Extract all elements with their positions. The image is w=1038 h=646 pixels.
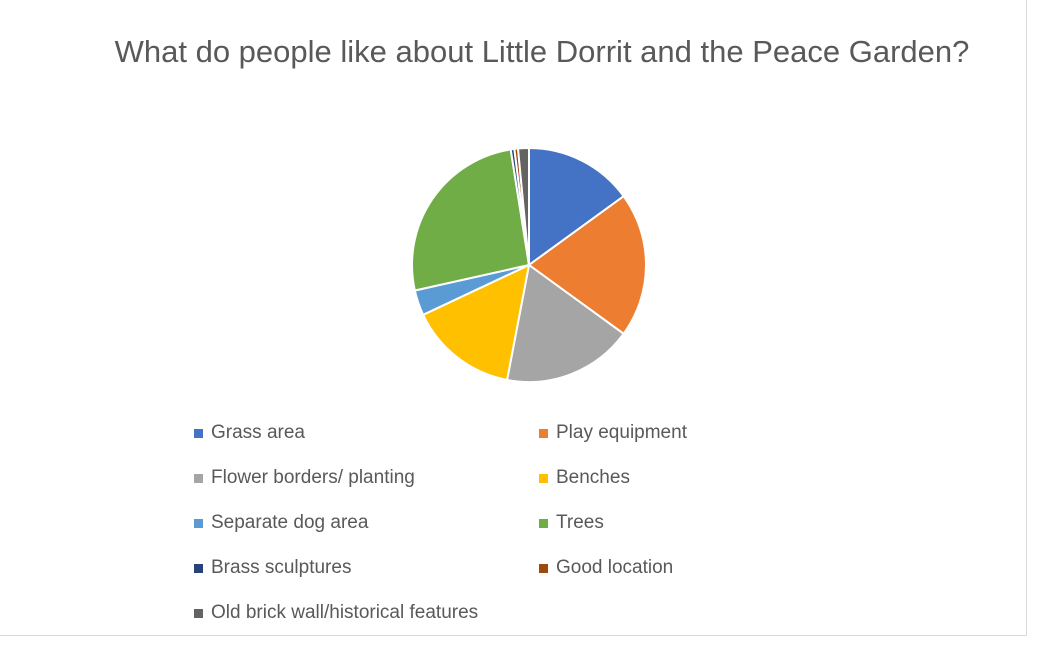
legend-swatch [194, 608, 203, 618]
legend-swatch [539, 473, 548, 483]
legend-label: Good location [556, 557, 674, 578]
legend-swatch [194, 518, 203, 528]
pie-slice [527, 194, 647, 336]
chart-frame [0, 0, 1027, 636]
legend-label: Benches [556, 467, 630, 488]
legend-label: Trees [556, 512, 604, 533]
legend-item: Flower borders/ planting [194, 467, 415, 489]
legend-item: Good location [539, 557, 673, 579]
legend-label: Old brick wall/historical features [211, 602, 479, 623]
pie-slice [516, 146, 530, 266]
pie-slice [528, 146, 626, 267]
chart-title: What do people like about Little Dorrit … [114, 34, 970, 69]
pie-slice [505, 263, 626, 383]
legend-item: Benches [539, 467, 630, 489]
legend-item: Old brick wall/historical features [194, 602, 478, 624]
pie-slice [421, 263, 531, 382]
legend-label: Play equipment [556, 422, 687, 443]
legend-swatch [539, 563, 548, 573]
legend-item: Play equipment [539, 422, 687, 444]
legend-label: Grass area [211, 422, 305, 443]
legend-label: Separate dog area [211, 512, 369, 533]
legend-item: Trees [539, 512, 604, 534]
legend-label: Brass sculptures [211, 557, 352, 578]
legend-swatch [539, 518, 548, 528]
legend-swatch [194, 473, 203, 483]
legend-item: Grass area [194, 422, 305, 444]
legend-label: Flower borders/ planting [211, 467, 415, 488]
legend-swatch [539, 428, 548, 438]
pie-slice [411, 148, 531, 292]
legend-item: Brass sculptures [194, 557, 351, 579]
legend-item: Separate dog area [194, 512, 368, 534]
legend-swatch [194, 428, 203, 438]
legend-swatch [194, 563, 203, 573]
